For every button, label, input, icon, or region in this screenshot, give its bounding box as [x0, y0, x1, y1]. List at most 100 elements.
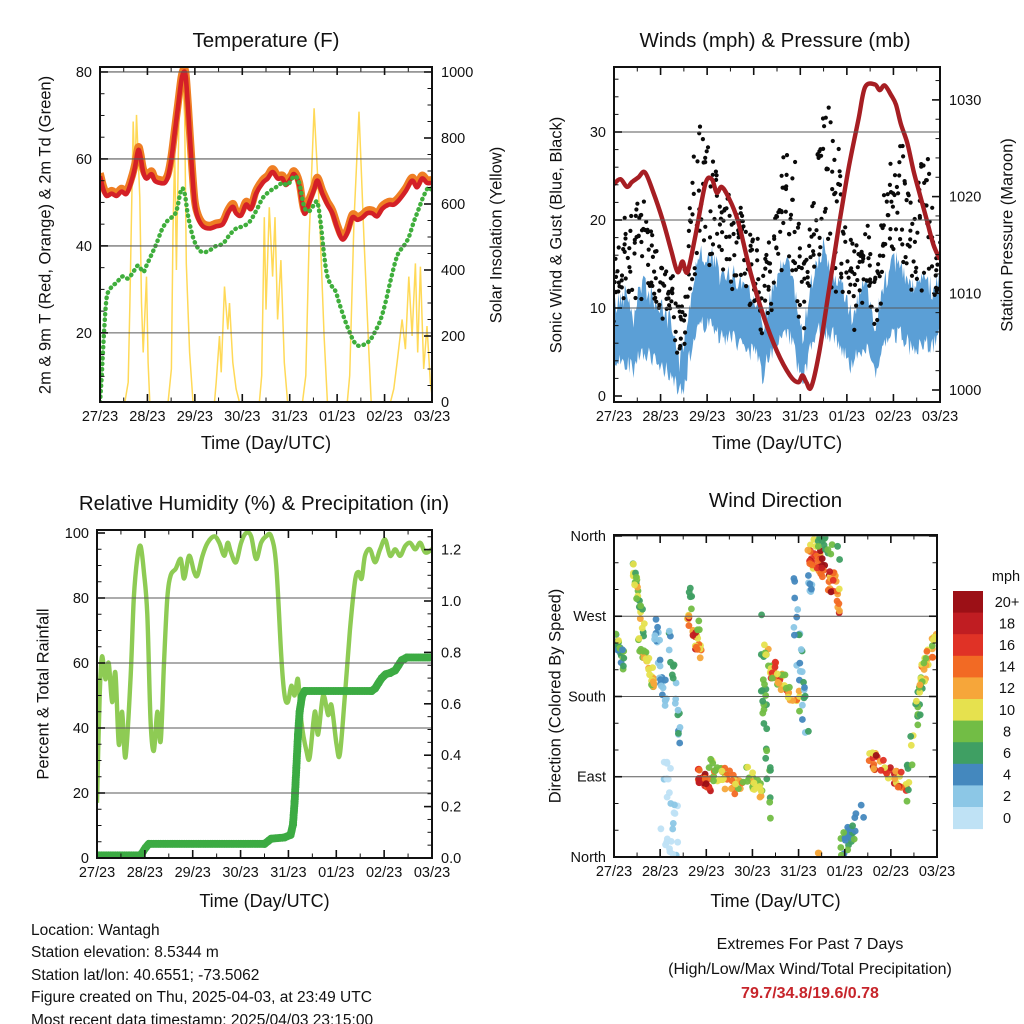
svg-text:01/23: 01/23 [318, 865, 354, 881]
svg-text:28/23: 28/23 [642, 864, 678, 880]
svg-text:0: 0 [441, 395, 449, 411]
svg-text:28/23: 28/23 [127, 865, 163, 881]
svg-text:0.8: 0.8 [441, 645, 461, 661]
temp-time-axis-label: Time (Day/UTC) [200, 433, 332, 453]
svg-text:31/23: 31/23 [782, 409, 818, 425]
temp-left-axis-label: 2m & 9m T (Red, Orange) & 2m Td (Green) [36, 75, 55, 395]
station-info-block: Location: Wantagh Station elevation: 8.5… [31, 920, 373, 1024]
svg-text:100: 100 [65, 526, 89, 542]
svg-text:40: 40 [73, 721, 89, 737]
svg-text:29/23: 29/23 [688, 864, 724, 880]
svg-text:01/23: 01/23 [319, 409, 355, 425]
svg-text:29/23: 29/23 [689, 409, 725, 425]
svg-text:400: 400 [441, 263, 465, 279]
svg-text:600: 600 [441, 197, 465, 213]
svg-text:30/23: 30/23 [222, 865, 258, 881]
svg-text:20: 20 [590, 213, 606, 229]
svg-text:01/23: 01/23 [827, 864, 863, 880]
svg-text:0: 0 [1003, 811, 1011, 827]
svg-text:North: North [571, 529, 606, 545]
humidity-axes: 27/23 28/23 29/23 30/23 31/23 01/23 02/23 03/23… [65, 526, 461, 881]
svg-text:0: 0 [598, 389, 606, 405]
humidity-precip-title: Relative Humidity (%) & Precipitation (i… [78, 492, 450, 515]
svg-text:14: 14 [999, 660, 1015, 676]
svg-text:40: 40 [76, 239, 92, 255]
data-timestamp: Most recent data timestamp: 2025/04/03 2… [31, 1011, 374, 1024]
wind-direction-title: Wind Direction [708, 489, 843, 512]
svg-text:10: 10 [999, 703, 1015, 719]
svg-text:1000: 1000 [949, 383, 981, 399]
svg-text:East: East [577, 770, 606, 786]
svg-text:North: North [571, 850, 606, 866]
svg-text:27/23: 27/23 [596, 409, 632, 425]
svg-text:0.0: 0.0 [441, 851, 461, 867]
winds-time-axis-label: Time (Day/UTC) [711, 433, 843, 453]
speed-colorbar: 20+ 18 16 14 12 10 8 6 4 2 0 [953, 591, 1020, 830]
svg-text:31/23: 31/23 [270, 865, 306, 881]
svg-text:60: 60 [73, 656, 89, 672]
svg-text:02/23: 02/23 [366, 865, 402, 881]
svg-text:20: 20 [76, 326, 92, 342]
solar-right-axis-label: Solar Insolation (Yellow) [487, 146, 506, 324]
station-elevation: Station elevation: 8.5344 m [31, 944, 219, 962]
svg-text:8: 8 [1003, 724, 1011, 740]
svg-text:4: 4 [1003, 768, 1011, 784]
svg-text:02/23: 02/23 [873, 864, 909, 880]
extremes-values: 79.7/34.8/19.6/0.78 [741, 985, 879, 1002]
svg-text:0.6: 0.6 [441, 697, 461, 713]
pressure-right-axis-label: Station Pressure (Maroon) [998, 138, 1017, 332]
svg-text:02/23: 02/23 [366, 409, 402, 425]
extremes-heading: Extremes For Past 7 Days [716, 936, 904, 953]
svg-text:0.2: 0.2 [441, 800, 461, 816]
svg-text:02/23: 02/23 [875, 409, 911, 425]
station-latlon: Station lat/lon: 40.6551; -73.5062 [31, 966, 260, 984]
svg-text:South: South [568, 689, 606, 705]
direction-left-axis-label: Direction (Colored By Speed) [546, 588, 565, 804]
svg-text:03/23: 03/23 [414, 865, 450, 881]
wind-left-axis-label: Sonic Wind & Gust (Blue, Black) [547, 116, 566, 354]
svg-text:1010: 1010 [949, 286, 981, 302]
svg-text:27/23: 27/23 [79, 865, 115, 881]
svg-text:1020: 1020 [949, 190, 981, 206]
winds-pressure-title: Winds (mph) & Pressure (mb) [639, 29, 911, 52]
wind-direction-scatter [614, 535, 937, 857]
svg-text:West: West [573, 609, 606, 625]
humidity-series [97, 530, 432, 858]
humidity-time-axis-label: Time (Day/UTC) [199, 891, 330, 911]
svg-text:0.4: 0.4 [441, 748, 461, 764]
svg-text:28/23: 28/23 [129, 409, 165, 425]
colorbar-units-label: mph [991, 569, 1021, 585]
winds-series [614, 81, 940, 395]
svg-text:12: 12 [999, 681, 1015, 697]
svg-text:03/23: 03/23 [414, 409, 450, 425]
svg-text:1.2: 1.2 [441, 543, 461, 559]
svg-text:03/23: 03/23 [919, 864, 955, 880]
extremes-block: Extremes For Past 7 Days (High/Low/Max W… [640, 933, 980, 1007]
svg-text:31/23: 31/23 [780, 864, 816, 880]
svg-text:30: 30 [590, 125, 606, 141]
svg-text:30/23: 30/23 [734, 864, 770, 880]
svg-text:20+: 20+ [995, 595, 1020, 611]
svg-text:16: 16 [999, 638, 1015, 654]
svg-text:1.0: 1.0 [441, 594, 461, 610]
extremes-subheading: (High/Low/Max Wind/Total Precipitation) [668, 960, 952, 978]
svg-text:60: 60 [76, 152, 92, 168]
svg-text:18: 18 [999, 616, 1015, 632]
temperature-title: Temperature (F) [192, 29, 340, 52]
svg-text:31/23: 31/23 [272, 409, 308, 425]
temperature-series [100, 67, 432, 402]
figure-created: Figure created on Thu, 2025-04-03, at 23… [31, 989, 372, 1007]
svg-text:0: 0 [81, 851, 89, 867]
svg-text:10: 10 [590, 301, 606, 317]
svg-text:2: 2 [1003, 789, 1011, 805]
svg-text:6: 6 [1003, 746, 1011, 762]
svg-text:80: 80 [73, 591, 89, 607]
svg-text:30/23: 30/23 [736, 409, 772, 425]
svg-text:28/23: 28/23 [642, 409, 678, 425]
temperature-axes: 27/23 28/23 29/23 30/23 31/23 01/23 02/23 03/23… [76, 65, 473, 425]
svg-text:01/23: 01/23 [829, 409, 865, 425]
svg-text:03/23: 03/23 [922, 409, 958, 425]
svg-text:30/23: 30/23 [224, 409, 260, 425]
